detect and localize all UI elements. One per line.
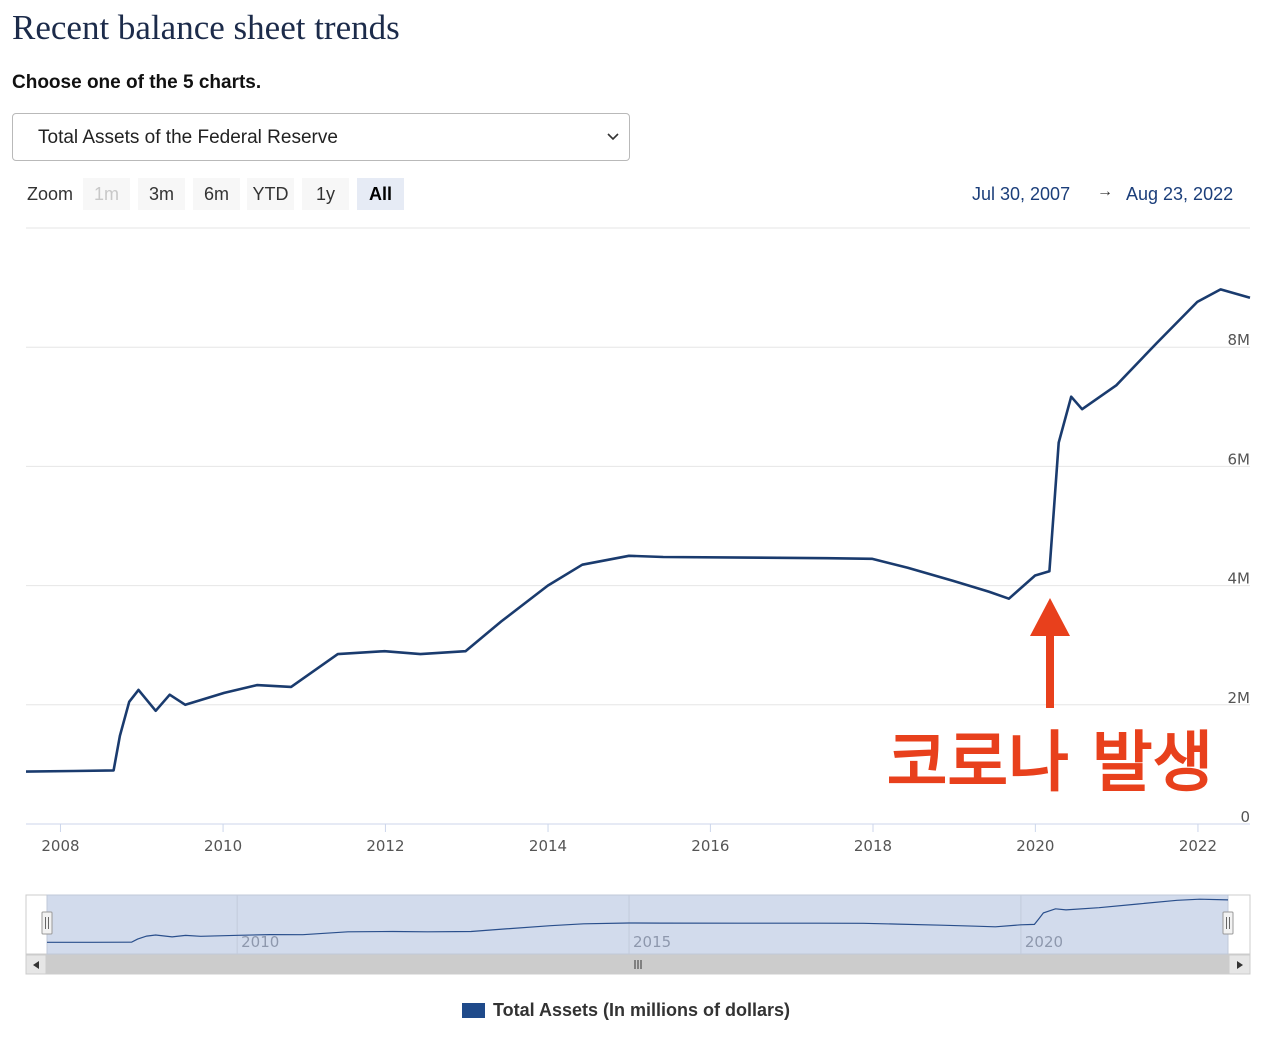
navigator-right-handle[interactable] (1222, 911, 1234, 935)
y-tick-label: 8M (1228, 331, 1251, 349)
legend-label: Total Assets (In millions of dollars) (493, 999, 791, 1020)
zoom-label: Zoom (27, 184, 74, 204)
triangle-right-icon (1237, 961, 1243, 969)
legend-swatch (462, 1002, 485, 1018)
zoom-button-ytd[interactable]: YTD (247, 178, 294, 210)
navigator-tick-label: 2010 (241, 933, 279, 951)
x-tick-label: 2008 (41, 837, 79, 855)
zoom-button-1y[interactable]: 1y (302, 178, 349, 210)
main-chart: 0 2M 4M 6M 8M 2008 2010 2012 2014 2016 2018 2020 202… (25, 227, 1251, 855)
zoom-button-1m[interactable]: 1m (83, 178, 130, 210)
x-tick-label: 2014 (529, 837, 567, 855)
y-tick-label: 4M (1228, 570, 1251, 588)
y-tick-label: 2M (1228, 689, 1251, 707)
annotation-label: 코로나 발생 (887, 724, 1214, 801)
navigator-series-line (47, 898, 1229, 943)
triangle-left-icon (33, 961, 39, 969)
x-tick-label: 2012 (366, 837, 404, 855)
y-tick-label: 0 (1240, 808, 1250, 826)
series-line[interactable] (25, 288, 1251, 773)
navigator-tick-label: 2015 (633, 933, 671, 951)
x-tick-label: 2018 (854, 837, 892, 855)
navigator[interactable]: 2010 2015 2020 (0, 880, 1280, 980)
annotation-arrow-shaft (1046, 632, 1054, 708)
zoom-button-all[interactable]: All (357, 178, 404, 210)
arrow-up-icon (1030, 598, 1070, 636)
navigator-left-handle[interactable] (41, 911, 53, 935)
y-tick-label: 6M (1228, 450, 1251, 468)
legend-item[interactable]: Total Assets (In millions of dollars) (462, 999, 790, 1021)
x-tick-label: 2010 (204, 837, 242, 855)
grip-icon (634, 960, 642, 969)
chart-select-value: Total Assets of the Federal Reserve (38, 127, 338, 148)
x-tick-label: 2020 (1016, 837, 1054, 855)
zoom-button-3m[interactable]: 3m (138, 178, 185, 210)
x-tick-label: 2016 (691, 837, 729, 855)
zoom-button-6m[interactable]: 6m (193, 178, 240, 210)
chart-chooser-label: Choose one of the 5 charts. (12, 72, 262, 93)
x-tick-label: 2022 (1179, 837, 1217, 855)
range-end-date[interactable]: Aug 23, 2022 (1126, 184, 1234, 204)
navigator-tick-label: 2020 (1025, 933, 1063, 951)
page-title: Recent balance sheet trends (12, 8, 400, 47)
chevron-down-icon (607, 133, 619, 141)
range-arrow-icon: → (1097, 183, 1113, 200)
range-start-date[interactable]: Jul 30, 2007 (972, 184, 1071, 204)
chart-select[interactable]: Total Assets of the Federal Reserve (12, 113, 630, 161)
